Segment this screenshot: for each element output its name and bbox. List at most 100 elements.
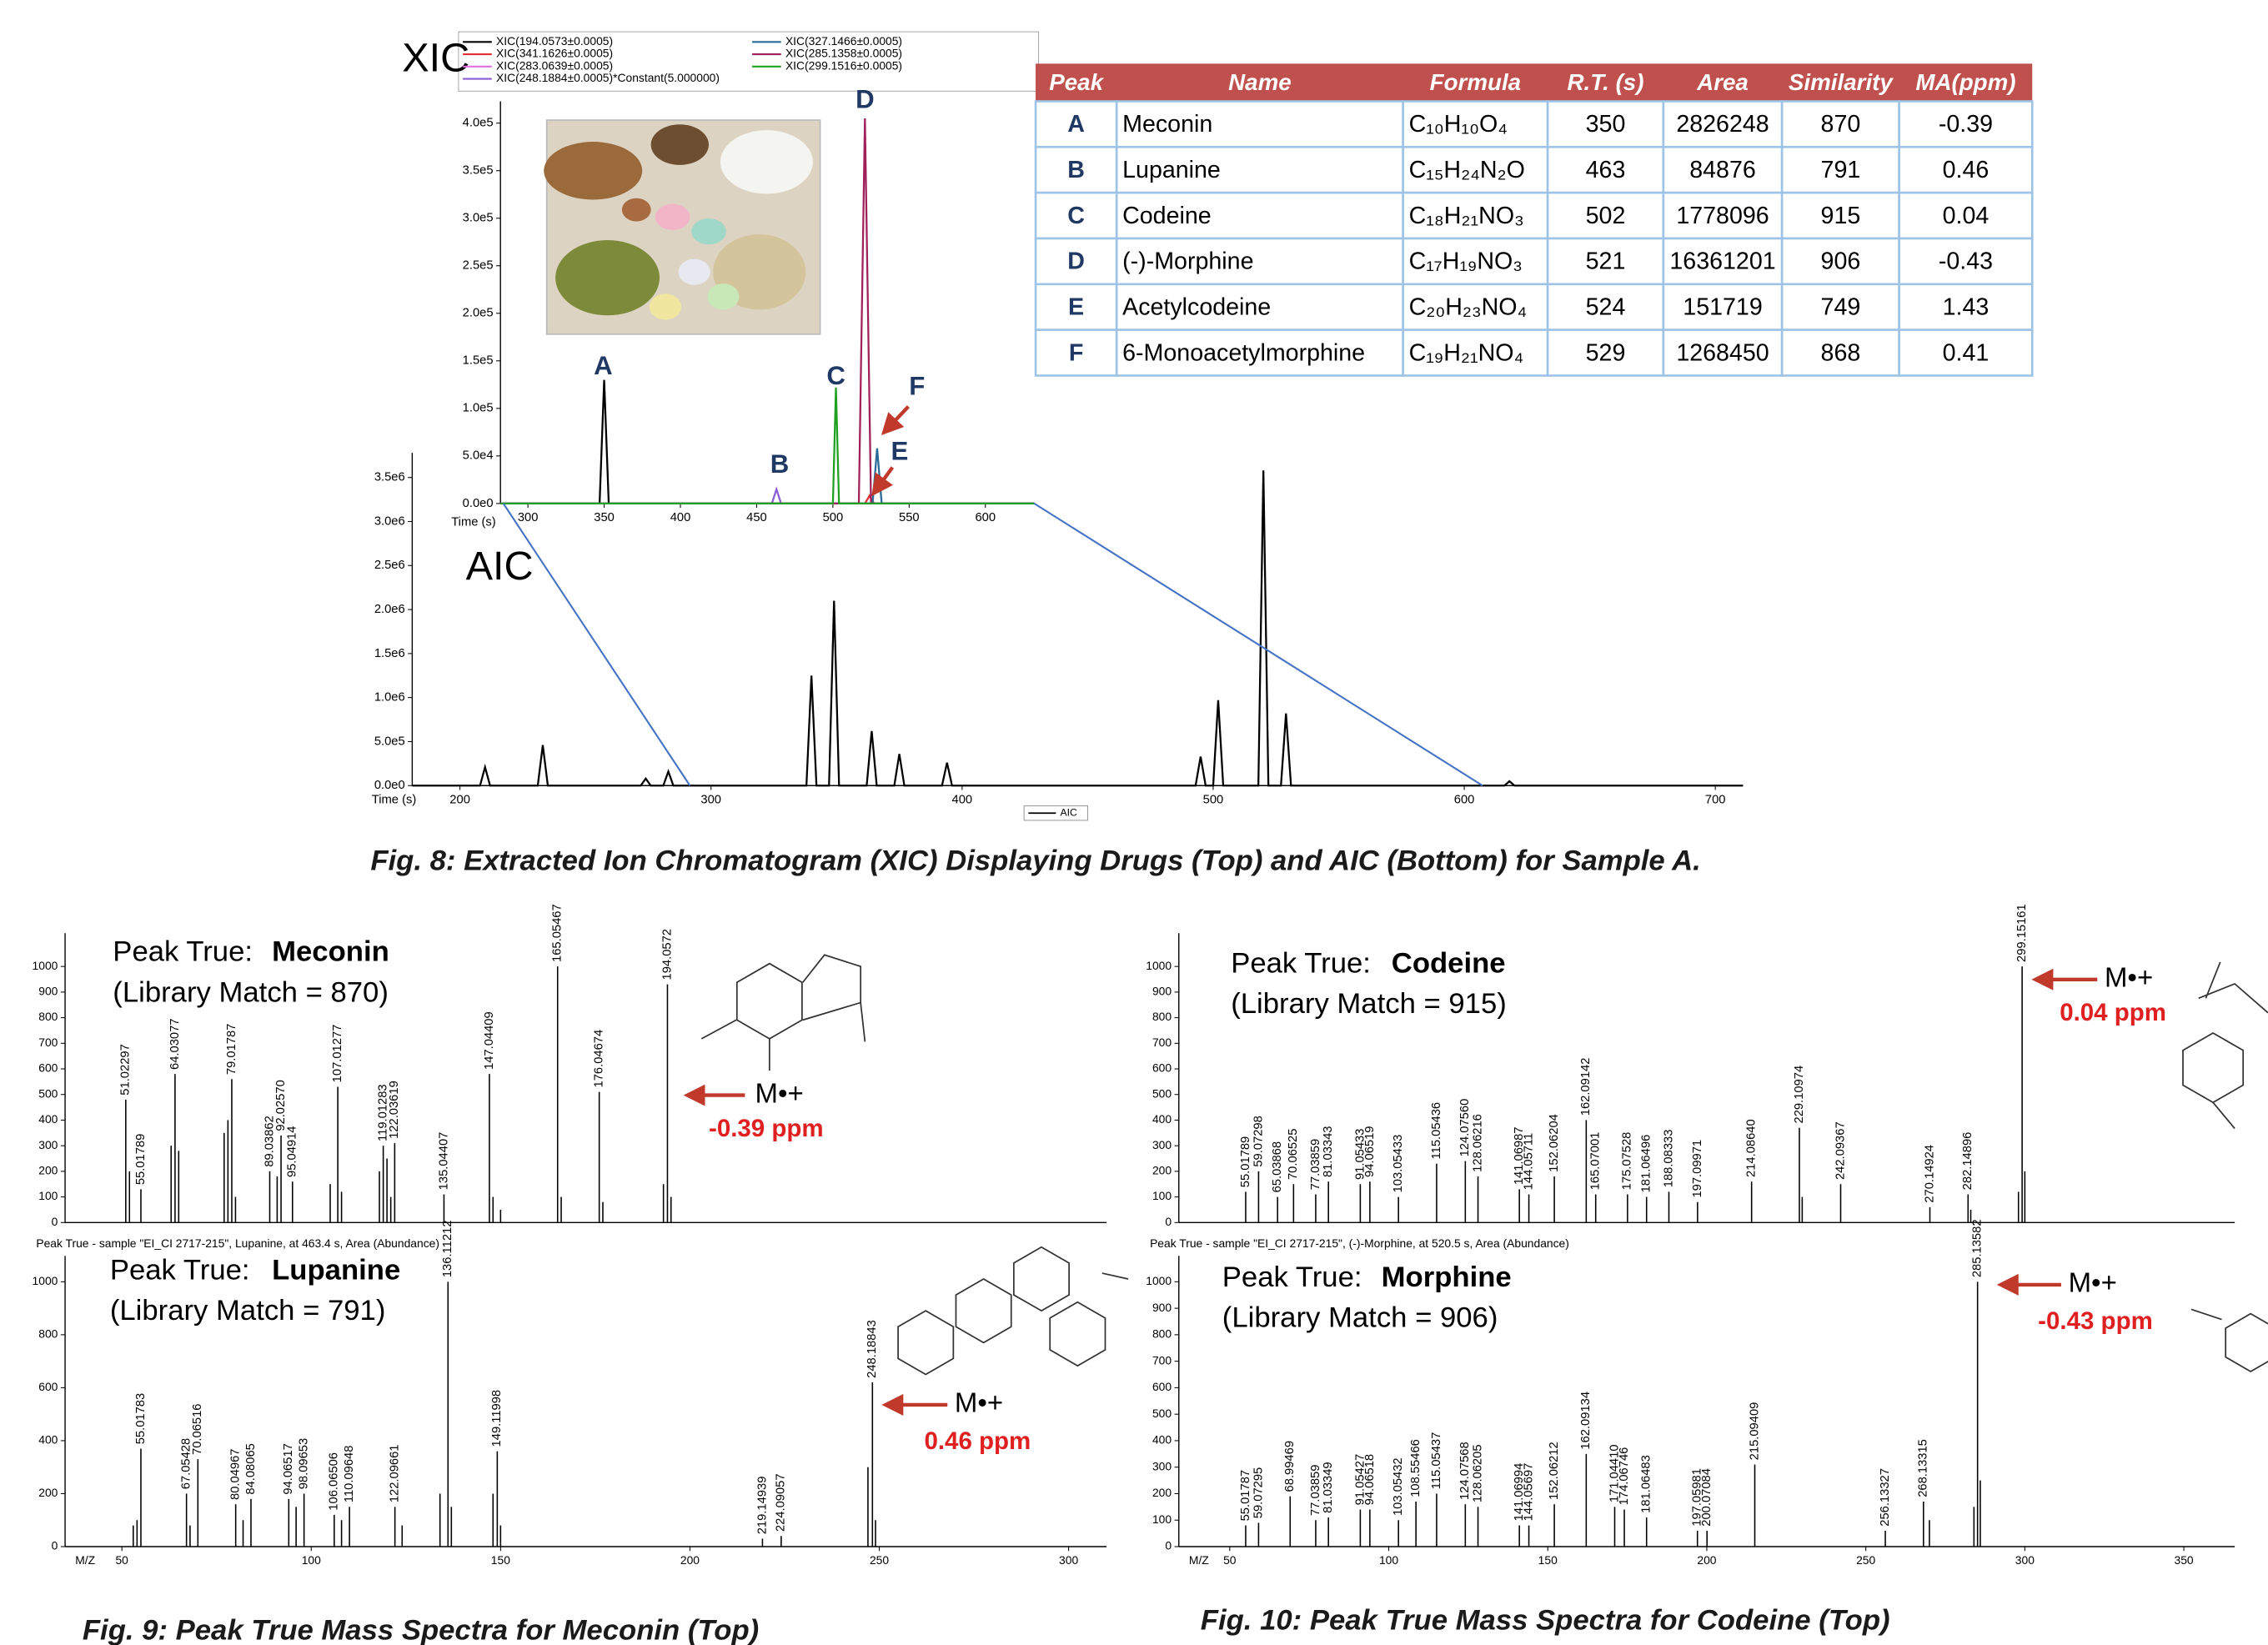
table-text: Acetylcodeine [1122, 294, 1271, 321]
table-text: 1268450 [1676, 339, 1769, 366]
peak-label: 176.04674 [593, 1030, 606, 1088]
y-tick-label: 800 [38, 1010, 58, 1023]
photo-detail [544, 142, 642, 199]
compound-name: Morphine [1382, 1261, 1512, 1293]
x-tick-label: 400 [670, 511, 691, 524]
y-tick-label: 100 [1152, 1512, 1172, 1526]
table-text: C₁₅H₂₄N₂O [1409, 157, 1525, 183]
peak-label: 70.06516 [191, 1403, 204, 1454]
peak-label: 79.01787 [225, 1024, 238, 1075]
peak-label: 285.13582 [1971, 1219, 1984, 1277]
y-tick-label: 1.5e6 [374, 647, 405, 660]
table-text: 1.43 [1943, 294, 1990, 321]
peak-label: 94.06518 [1363, 1454, 1377, 1505]
peak-label: 103.05433 [1392, 1135, 1405, 1193]
y-tick-label: 300 [1152, 1459, 1172, 1472]
y-tick-label: 500 [38, 1086, 58, 1100]
peak-label: 59.07295 [1252, 1467, 1265, 1518]
peak-label: 94.06519 [1363, 1126, 1377, 1176]
peak-label: 270.14924 [1923, 1145, 1936, 1203]
peak-label: A [594, 351, 613, 380]
x-tick-label: 500 [1203, 793, 1224, 806]
peak-label: 256.13327 [1879, 1468, 1892, 1527]
table-text: C₁₉H₂₁NO₄ [1409, 339, 1524, 366]
peak-label: 136.11212 [441, 1221, 454, 1278]
table-text: 524 [1586, 294, 1626, 321]
table-header-cell: Peak [1049, 69, 1104, 95]
x-tick-label: 300 [2015, 1553, 2035, 1567]
peak-label: 194.0572 [660, 929, 674, 980]
library-match: (Library Match = 906) [1222, 1302, 1498, 1334]
y-tick-label: 0.0e0 [374, 779, 405, 792]
x-tick-label: 700 [1705, 793, 1726, 806]
peak-label: 268.13315 [1917, 1439, 1930, 1497]
y-tick-label: 700 [1152, 1353, 1172, 1367]
x-axis-label: M/Z [75, 1553, 95, 1567]
table-text: 906 [1821, 248, 1861, 275]
y-tick-label: 1000 [33, 959, 58, 972]
compound-name: Lupanine [272, 1254, 400, 1286]
y-tick-label: 200 [1152, 1486, 1172, 1499]
x-tick-label: 100 [1379, 1553, 1398, 1567]
peak-label: 122.03619 [388, 1081, 401, 1139]
y-tick-label: 0 [1165, 1539, 1172, 1552]
x-tick-label: 200 [680, 1553, 700, 1567]
y-tick-label: 400 [1152, 1433, 1172, 1447]
peak-label: 106.06506 [328, 1452, 341, 1511]
peak-label: 162.09134 [1579, 1392, 1593, 1450]
y-tick-label: 800 [38, 1327, 58, 1341]
peak-label: 224.09057 [775, 1473, 788, 1532]
table-text: 151719 [1683, 294, 1762, 321]
spectrum-header: Peak True - sample "EI_CI 2717-215", Lup… [36, 1236, 439, 1250]
table-text: 6-Monoacetylmorphine [1122, 339, 1365, 366]
peak-label: 122.09661 [389, 1444, 402, 1502]
peak-label: 59.07298 [1252, 1116, 1265, 1166]
y-tick-label: 300 [1152, 1138, 1172, 1151]
x-tick-label: 150 [491, 1553, 510, 1567]
peak-label: 144.05697 [1522, 1463, 1535, 1522]
photo-detail [691, 218, 726, 244]
annotation: Peak True: [113, 936, 253, 968]
y-tick-label: 900 [1152, 985, 1172, 998]
table-text: Meconin [1122, 111, 1212, 138]
table-text: Lupanine [1122, 157, 1221, 183]
peak-label: 64.03077 [168, 1018, 182, 1069]
table-text: B [1067, 157, 1085, 183]
y-tick-label: 2.0e5 [463, 307, 494, 320]
peak-label: 175.07528 [1621, 1132, 1634, 1191]
mass-accuracy: -0.43 ppm [2038, 1307, 2153, 1335]
table-text: E [1068, 294, 1084, 321]
table-header-cell: Area [1696, 69, 1749, 95]
y-tick-label: 100 [38, 1189, 58, 1202]
y-tick-label: 2.5e6 [374, 559, 405, 572]
library-match: (Library Match = 870) [113, 976, 389, 1008]
mass-accuracy: -0.39 ppm [709, 1115, 824, 1142]
y-tick-label: 100 [1152, 1189, 1172, 1202]
peak-label: F [909, 371, 925, 400]
x-axis-label: M/Z [1189, 1553, 1209, 1567]
y-tick-label: 900 [38, 985, 58, 998]
peak-label: 162.09142 [1579, 1058, 1593, 1116]
peak-label: 248.18843 [866, 1320, 879, 1378]
peak-label: E [891, 436, 909, 465]
page: XIC AIC and mass spectra {"chart_data": … [0, 0, 2268, 1645]
x-tick-label: 500 [823, 511, 844, 524]
x-axis-label: Time (s) [451, 515, 495, 529]
y-tick-label: 5.0e4 [463, 449, 494, 463]
x-tick-label: 300 [1059, 1553, 1078, 1567]
x-tick-label: 200 [1697, 1553, 1716, 1567]
y-tick-label: 900 [1152, 1301, 1172, 1314]
table-text: C₁₇H₁₉NO₃ [1409, 248, 1523, 275]
y-tick-label: 700 [1152, 1036, 1172, 1049]
x-tick-label: 150 [1538, 1553, 1558, 1567]
mass-accuracy: 0.04 ppm [2060, 999, 2166, 1026]
library-match: (Library Match = 915) [1231, 988, 1507, 1020]
peak-label: 51.02297 [119, 1044, 133, 1095]
peak-label: 214.08640 [1745, 1119, 1759, 1177]
ion-label: M•+ [955, 1387, 1003, 1418]
ion-label: M•+ [2069, 1267, 2117, 1298]
peak-label: 200.07084 [1700, 1468, 1714, 1527]
peak-label: 92.02570 [274, 1080, 288, 1131]
table-text: 0.04 [1943, 203, 1990, 229]
peak-label: 80.04967 [229, 1448, 243, 1499]
